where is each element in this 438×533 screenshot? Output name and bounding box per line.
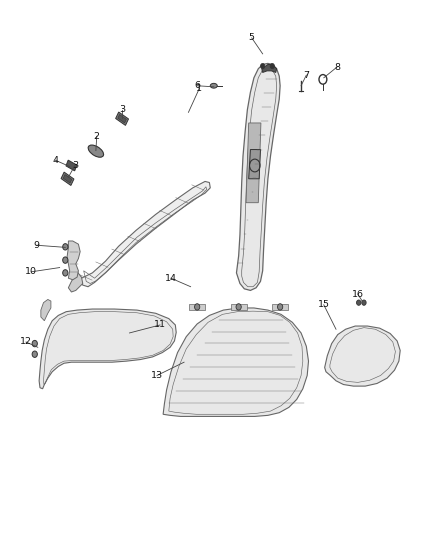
Circle shape xyxy=(357,300,361,305)
Circle shape xyxy=(236,304,241,310)
Polygon shape xyxy=(325,326,400,386)
Circle shape xyxy=(278,304,283,310)
Circle shape xyxy=(362,300,366,305)
Text: 7: 7 xyxy=(304,70,309,79)
Polygon shape xyxy=(77,181,210,287)
Polygon shape xyxy=(67,241,80,280)
Text: 1: 1 xyxy=(196,84,202,93)
Text: 2: 2 xyxy=(94,132,100,141)
Polygon shape xyxy=(246,123,261,203)
Text: 3: 3 xyxy=(119,105,125,114)
Polygon shape xyxy=(116,112,128,125)
Text: 13: 13 xyxy=(151,371,163,380)
Circle shape xyxy=(32,351,37,358)
Text: 4: 4 xyxy=(52,156,58,165)
Text: 12: 12 xyxy=(20,337,32,346)
Polygon shape xyxy=(41,300,51,321)
Polygon shape xyxy=(272,304,288,310)
Text: 6: 6 xyxy=(194,81,200,90)
Text: 9: 9 xyxy=(33,241,39,250)
Circle shape xyxy=(194,304,200,310)
Circle shape xyxy=(63,270,68,276)
Polygon shape xyxy=(63,174,72,183)
Circle shape xyxy=(261,63,265,69)
Circle shape xyxy=(32,341,37,347)
Polygon shape xyxy=(231,304,247,310)
Polygon shape xyxy=(66,160,77,171)
Polygon shape xyxy=(163,308,308,416)
Text: 8: 8 xyxy=(334,63,340,71)
Ellipse shape xyxy=(88,145,103,157)
Polygon shape xyxy=(68,272,83,292)
Text: 5: 5 xyxy=(249,34,255,43)
Polygon shape xyxy=(61,172,74,185)
Text: 11: 11 xyxy=(154,320,166,329)
Circle shape xyxy=(63,244,68,250)
Circle shape xyxy=(270,63,275,69)
Text: 15: 15 xyxy=(318,300,330,309)
Polygon shape xyxy=(189,304,205,310)
Polygon shape xyxy=(39,309,176,389)
Polygon shape xyxy=(118,115,126,123)
Text: 10: 10 xyxy=(25,268,37,276)
Circle shape xyxy=(63,257,68,263)
Text: 14: 14 xyxy=(165,273,177,282)
Ellipse shape xyxy=(210,83,217,88)
Polygon shape xyxy=(262,64,277,72)
Polygon shape xyxy=(237,63,280,290)
Polygon shape xyxy=(249,150,261,179)
Text: 3: 3 xyxy=(72,161,78,170)
Text: 16: 16 xyxy=(352,289,364,298)
